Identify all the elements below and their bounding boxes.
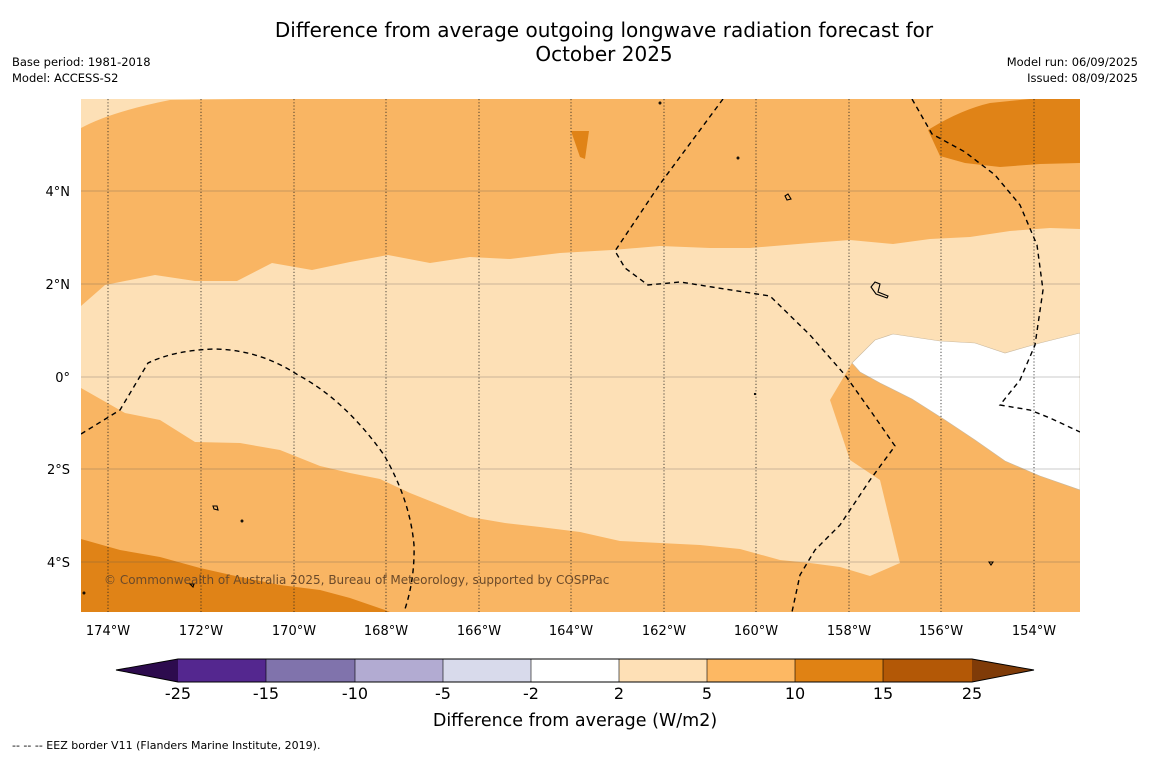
colorbar-tick-8: 10 (785, 684, 805, 703)
lon-label-162w: 162°W (642, 624, 686, 639)
colorbar-seg-4 (443, 659, 531, 682)
eez-borders (81, 99, 1080, 612)
lon-label-166w: 166°W (457, 624, 501, 639)
island-1 (784, 193, 792, 201)
colorbar-title: Difference from average (W/m2) (433, 711, 717, 731)
model-name: Model: ACCESS-S2 (12, 71, 119, 85)
colorbar-tick-6: 2 (614, 684, 624, 703)
colorbar-seg-6 (619, 659, 707, 682)
lat-label-4s: 4°S (47, 556, 70, 571)
title-line-1: Difference from average outgoing longwav… (274, 18, 934, 42)
longitude-labels: 174°W 172°W 170°W 168°W 166°W 164°W 162°… (86, 624, 1056, 639)
colorbar-seg-2 (266, 659, 355, 682)
colorbar-dividers (265, 659, 884, 682)
eez-border-west (81, 348, 415, 612)
island-3 (212, 505, 219, 511)
island-7 (736, 156, 740, 160)
colorbar-extend-high (972, 659, 1034, 682)
colorbar-seg-8 (795, 659, 883, 682)
eez-border-central (614, 99, 896, 612)
island-6 (658, 101, 662, 105)
colorbar-tick-3: -10 (342, 684, 368, 703)
colorbar-tick-4: -5 (435, 684, 451, 703)
lat-label-2n: 2°N (46, 278, 71, 293)
island-10 (82, 591, 86, 595)
island-4 (188, 583, 195, 589)
lon-label-160w: 160°W (734, 624, 778, 639)
map-title: Difference from average outgoing longwav… (200, 18, 1008, 66)
band-2-5-belt (81, 228, 1080, 576)
colorbar-tick-9: 15 (873, 684, 893, 703)
model-run-date: Model run: 06/09/2025 (1006, 55, 1138, 69)
island-9 (753, 392, 757, 396)
eez-border-east (911, 99, 1080, 433)
colorbar: -25 -15 -10 -5 -2 2 5 10 15 25 Differenc… (115, 658, 1035, 731)
copyright-credit: © Commonwealth of Australia 2025, Bureau… (104, 573, 609, 587)
title-line-2: October 2025 (535, 42, 673, 66)
lon-label-164w: 164°W (549, 624, 593, 639)
lon-label-174w: 174°W (86, 624, 130, 639)
lon-label-158w: 158°W (827, 624, 871, 639)
map-panel: © Commonwealth of Australia 2025, Bureau… (81, 99, 1080, 612)
lon-label-170w: 170°W (272, 624, 316, 639)
island-5 (987, 561, 995, 566)
colorbar-seg-3 (355, 659, 443, 682)
island-8 (240, 519, 244, 523)
colorbar-outline (115, 658, 1035, 683)
colorbar-tick-10: 25 (962, 684, 982, 703)
band-2-5-top-corner (81, 99, 250, 128)
colorbar-tick-2: -15 (253, 684, 279, 703)
band-10-15-top-right (928, 99, 1080, 167)
lon-label-168w: 168°W (364, 624, 408, 639)
colorbar-seg-9 (883, 659, 972, 682)
colorbar-seg-1 (178, 659, 266, 682)
colorbar-extend-low (116, 659, 178, 682)
band-10-15-blob (571, 131, 589, 159)
issued-date: Issued: 08/09/2025 (1027, 71, 1138, 85)
latitude-labels: 4°N 2°N 0° 2°S 4°S (46, 185, 71, 571)
colorbar-tick-7: 5 (702, 684, 712, 703)
lat-label-2s: 2°S (47, 463, 70, 478)
colorbar-tick-5: -2 (523, 684, 539, 703)
colorbar-seg-5 (531, 659, 619, 682)
islands (82, 101, 995, 595)
longitude-gridlines (107, 99, 1035, 612)
lon-label-154w: 154°W (1012, 624, 1056, 639)
latitude-gridlines (81, 190, 1080, 563)
run-info: Model run: 06/09/2025 Issued: 08/09/2025 (1007, 54, 1138, 86)
lon-label-156w: 156°W (919, 624, 963, 639)
lat-label-0: 0° (55, 371, 70, 386)
band-10-15-bottom-left (81, 539, 390, 612)
island-2 (870, 281, 889, 299)
base-period: Base period: 1981-2018 (12, 55, 151, 69)
lat-label-4n: 4°N (46, 185, 71, 200)
colorbar-tick-1: -25 (165, 684, 191, 703)
model-info: Base period: 1981-2018 Model: ACCESS-S2 (12, 54, 151, 86)
eez-footnote: -- -- -- EEZ border V11 (Flanders Marine… (12, 739, 321, 752)
colorbar-seg-7 (707, 659, 795, 682)
lon-label-172w: 172°W (179, 624, 223, 639)
